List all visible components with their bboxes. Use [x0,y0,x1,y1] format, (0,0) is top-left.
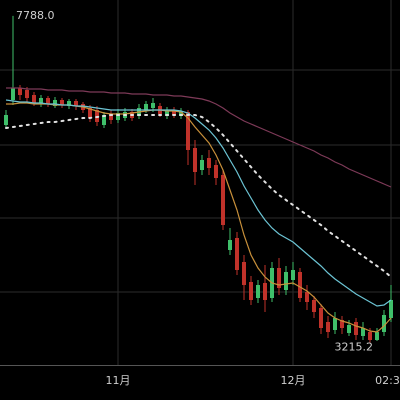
candle-body [326,322,330,332]
moving-average-line [6,87,392,188]
candle-body [151,103,155,108]
candle-body [312,300,316,312]
candle-body [179,111,183,116]
x-tick-label: 02:30 [375,374,400,387]
max-label: 7788.0 [16,9,55,22]
candle-body [249,282,253,300]
candle-body [291,270,295,280]
candle-body [319,308,323,328]
candle-body [39,98,43,104]
candle-body [361,328,365,336]
candle-body [4,115,8,125]
candle-body [32,95,36,103]
moving-average-line [5,114,392,278]
moving-average-line [5,99,392,307]
candle-body [214,165,218,178]
min-label: 3215.2 [335,340,374,353]
candle-body [368,332,372,340]
candle-body [109,114,113,120]
candle-body [284,272,288,290]
x-tick-label: 12月 [281,374,306,387]
candle-body [256,285,260,298]
candle-body [235,238,239,270]
candle-body [228,240,232,250]
candle-body [53,100,57,106]
candle-body [347,325,351,333]
candle-body [375,332,379,340]
candle-body [193,148,197,172]
candle-body [102,115,106,125]
candle-body [186,112,190,150]
candle-body [60,100,64,105]
candle-body [207,158,211,168]
candle-body [116,113,120,120]
candle-body [18,88,22,95]
x-tick-label: 11月 [106,374,131,387]
candle-body [46,98,50,104]
candle-body [277,268,281,288]
candle-body [354,322,358,335]
candle-body [172,110,176,115]
candle-body [382,315,386,332]
candle-body [333,318,337,330]
candle-body [242,262,246,285]
candle-body [340,320,344,328]
candle-body [67,101,71,106]
candle-body [74,101,78,106]
candle-body [298,272,302,298]
candle-body [389,300,393,318]
candle-body [200,160,204,170]
candle-body [165,110,169,116]
candle-body [144,104,148,110]
candle-body [25,90,29,98]
candle-body [263,283,267,300]
candle-body [11,88,15,100]
candle-body [305,292,309,302]
candle-body [221,175,225,225]
candle-body [88,108,92,118]
